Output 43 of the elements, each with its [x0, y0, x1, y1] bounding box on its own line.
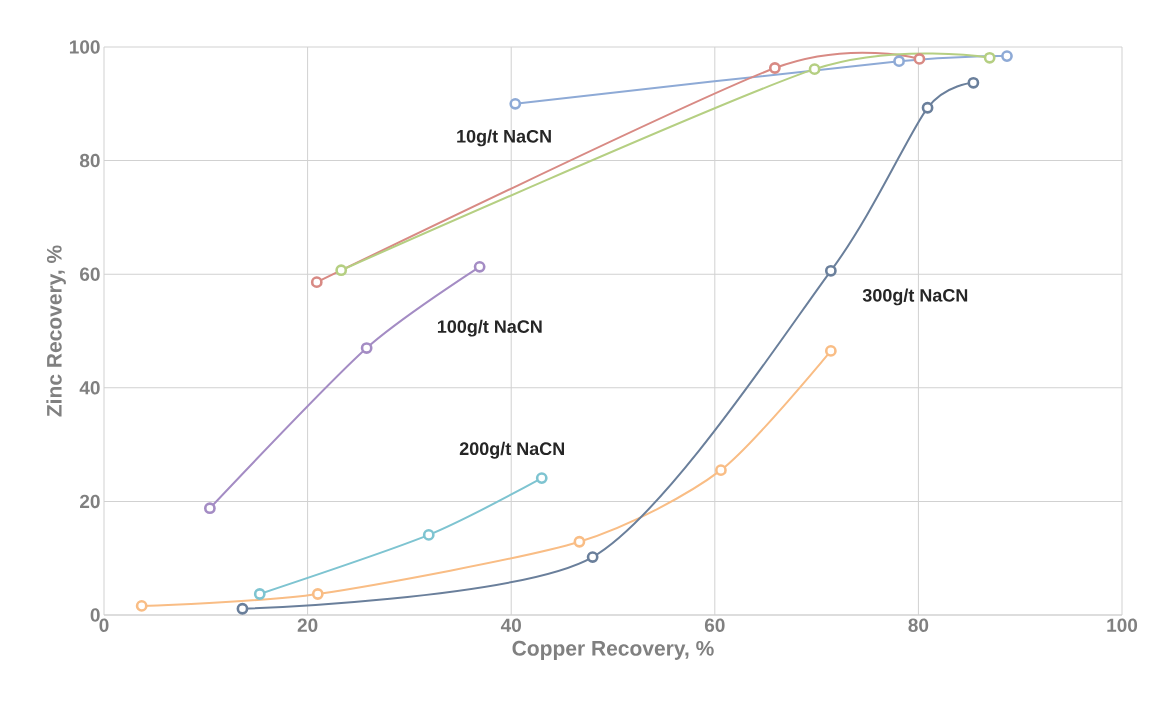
point — [808, 63, 821, 76]
x-tick-label: 0 — [99, 618, 109, 632]
point — [310, 276, 323, 289]
y-tick-label: 60 — [80, 267, 100, 281]
point — [422, 529, 435, 541]
y-tick-label: 0 — [90, 608, 100, 622]
x-tick-label: 40 — [500, 618, 521, 632]
y-tick-label: 20 — [80, 494, 100, 509]
point — [824, 344, 837, 357]
x-tick-label: 100 — [1107, 618, 1138, 632]
point — [1001, 50, 1013, 62]
annotation: 10g/t NaCN — [457, 129, 551, 147]
point — [473, 260, 486, 273]
point — [921, 101, 934, 114]
point — [586, 551, 599, 563]
point — [509, 97, 522, 110]
point — [236, 602, 249, 615]
point — [203, 502, 216, 515]
x-axis-title: Copper Recovery, % — [512, 640, 714, 660]
point — [967, 76, 980, 89]
point — [715, 464, 727, 477]
annotation: 200g/t NaCN — [459, 441, 565, 459]
point — [893, 55, 905, 68]
x-tick-label: 80 — [908, 618, 929, 632]
y-axis-title: Zinc Recovery, % — [46, 245, 66, 417]
point — [768, 62, 781, 74]
point — [535, 472, 548, 485]
x-tick-label: 20 — [297, 618, 318, 632]
point — [311, 588, 324, 600]
x-tick-label: 60 — [704, 618, 725, 632]
point — [913, 53, 926, 65]
point — [253, 588, 266, 600]
point — [135, 600, 148, 612]
point — [573, 535, 586, 548]
y-tick-label: 80 — [79, 153, 100, 168]
point — [335, 264, 348, 277]
annotation: 300g/t NaCN — [862, 288, 968, 306]
point — [360, 342, 373, 354]
y-tick-label: 40 — [79, 381, 100, 395]
point — [983, 51, 996, 64]
point — [824, 264, 837, 277]
y-tick-label: 100 — [69, 40, 100, 54]
annotation: 100g/t NaCN — [437, 319, 542, 337]
